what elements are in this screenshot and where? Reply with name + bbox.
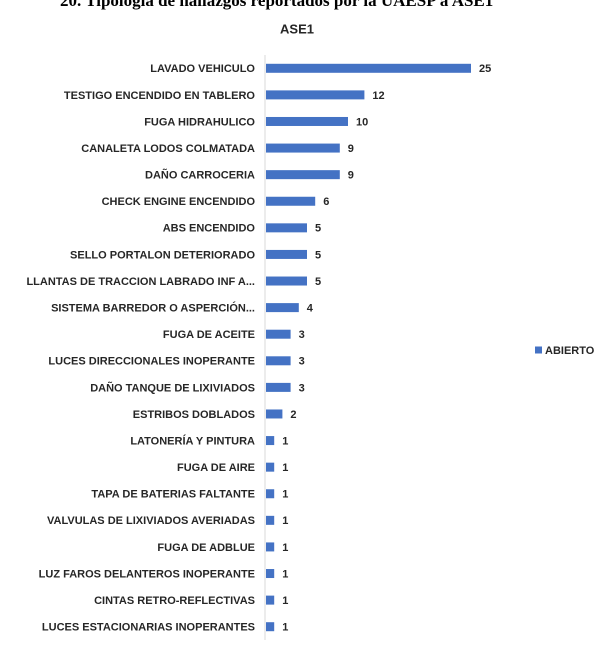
category-label: ABS ENCENDIDO xyxy=(163,223,256,235)
bar xyxy=(266,356,291,366)
category-label: CHECK ENGINE ENCENDIDO xyxy=(102,196,256,208)
legend-label: ABIERTO xyxy=(545,345,595,357)
category-label: ESTRIBOS DOBLADOS xyxy=(133,409,255,421)
category-label: LUCES DIRECCIONALES INOPERANTE xyxy=(48,356,255,368)
bar xyxy=(266,569,275,579)
bar xyxy=(266,303,299,313)
category-label: TAPA DE BATERIAS FALTANTE xyxy=(91,489,255,501)
data-label: 1 xyxy=(282,462,288,474)
data-label: 1 xyxy=(282,595,288,607)
data-label: 25 xyxy=(479,63,491,75)
data-label: 1 xyxy=(282,622,288,634)
data-label: 1 xyxy=(282,568,288,580)
page-title: 20. Tipología de hallazgos reportados po… xyxy=(60,0,493,10)
data-label: 1 xyxy=(282,489,288,501)
bar xyxy=(266,249,307,259)
chart-title: ASE1 xyxy=(280,21,314,36)
category-label: LAVADO VEHICULO xyxy=(150,63,255,75)
bar xyxy=(266,329,291,339)
category-label: CANALETA LODOS COLMATADA xyxy=(81,143,255,155)
data-label: 5 xyxy=(315,276,321,288)
bar xyxy=(266,622,275,632)
data-label: 5 xyxy=(315,223,321,235)
bar xyxy=(266,515,275,525)
bar xyxy=(266,542,275,552)
bar xyxy=(266,196,316,206)
bar xyxy=(266,170,340,180)
data-label: 3 xyxy=(299,356,305,368)
category-label: FUGA DE ADBLUE xyxy=(157,542,255,554)
bar xyxy=(266,489,275,499)
data-label: 3 xyxy=(299,382,305,394)
category-label: LUCES ESTACIONARIAS INOPERANTES xyxy=(42,622,255,634)
data-label: 9 xyxy=(348,170,354,182)
data-label: 4 xyxy=(307,303,314,315)
data-label: 1 xyxy=(282,435,288,447)
category-label: SISTEMA BARREDOR O ASPERCIÓN... xyxy=(51,302,255,315)
category-label: CINTAS RETRO-REFLECTIVAS xyxy=(94,595,255,607)
bar xyxy=(266,143,340,153)
category-label: VALVULAS DE LIXIVIADOS AVERIADAS xyxy=(47,515,255,527)
bar xyxy=(266,595,275,605)
data-label: 1 xyxy=(282,515,288,527)
category-label: FUGA HIDRAHULICO xyxy=(144,116,255,128)
data-label: 10 xyxy=(356,116,368,128)
data-label: 1 xyxy=(282,542,288,554)
category-label: SELLO PORTALON DETERIORADO xyxy=(70,249,255,261)
bar xyxy=(266,90,365,100)
category-label: DAÑO TANQUE DE LIXIVIADOS xyxy=(90,381,255,394)
data-label: 3 xyxy=(299,329,305,341)
bar xyxy=(266,276,307,286)
category-label: TESTIGO ENCENDIDO EN TABLERO xyxy=(64,90,256,102)
bar xyxy=(266,223,307,233)
data-label: 5 xyxy=(315,249,321,261)
category-label: LLANTAS DE TRACCION LABRADO INF A... xyxy=(26,276,255,288)
data-label: 9 xyxy=(348,143,354,155)
data-label: 2 xyxy=(290,409,296,421)
data-label: 12 xyxy=(372,90,384,102)
bar xyxy=(266,409,283,419)
data-label: 6 xyxy=(323,196,329,208)
bar xyxy=(266,382,291,392)
category-label: DAÑO CARROCERIA xyxy=(145,169,255,182)
bar xyxy=(266,63,471,73)
bar xyxy=(266,436,275,446)
category-label: LUZ FAROS DELANTEROS INOPERANTE xyxy=(39,568,255,580)
legend-swatch xyxy=(535,346,542,354)
category-label: LATONERÍA Y PINTURA xyxy=(130,434,255,447)
bar xyxy=(266,116,348,126)
category-label: FUGA DE AIRE xyxy=(177,462,255,474)
category-label: FUGA DE ACEITE xyxy=(163,329,255,341)
bar xyxy=(266,462,275,472)
